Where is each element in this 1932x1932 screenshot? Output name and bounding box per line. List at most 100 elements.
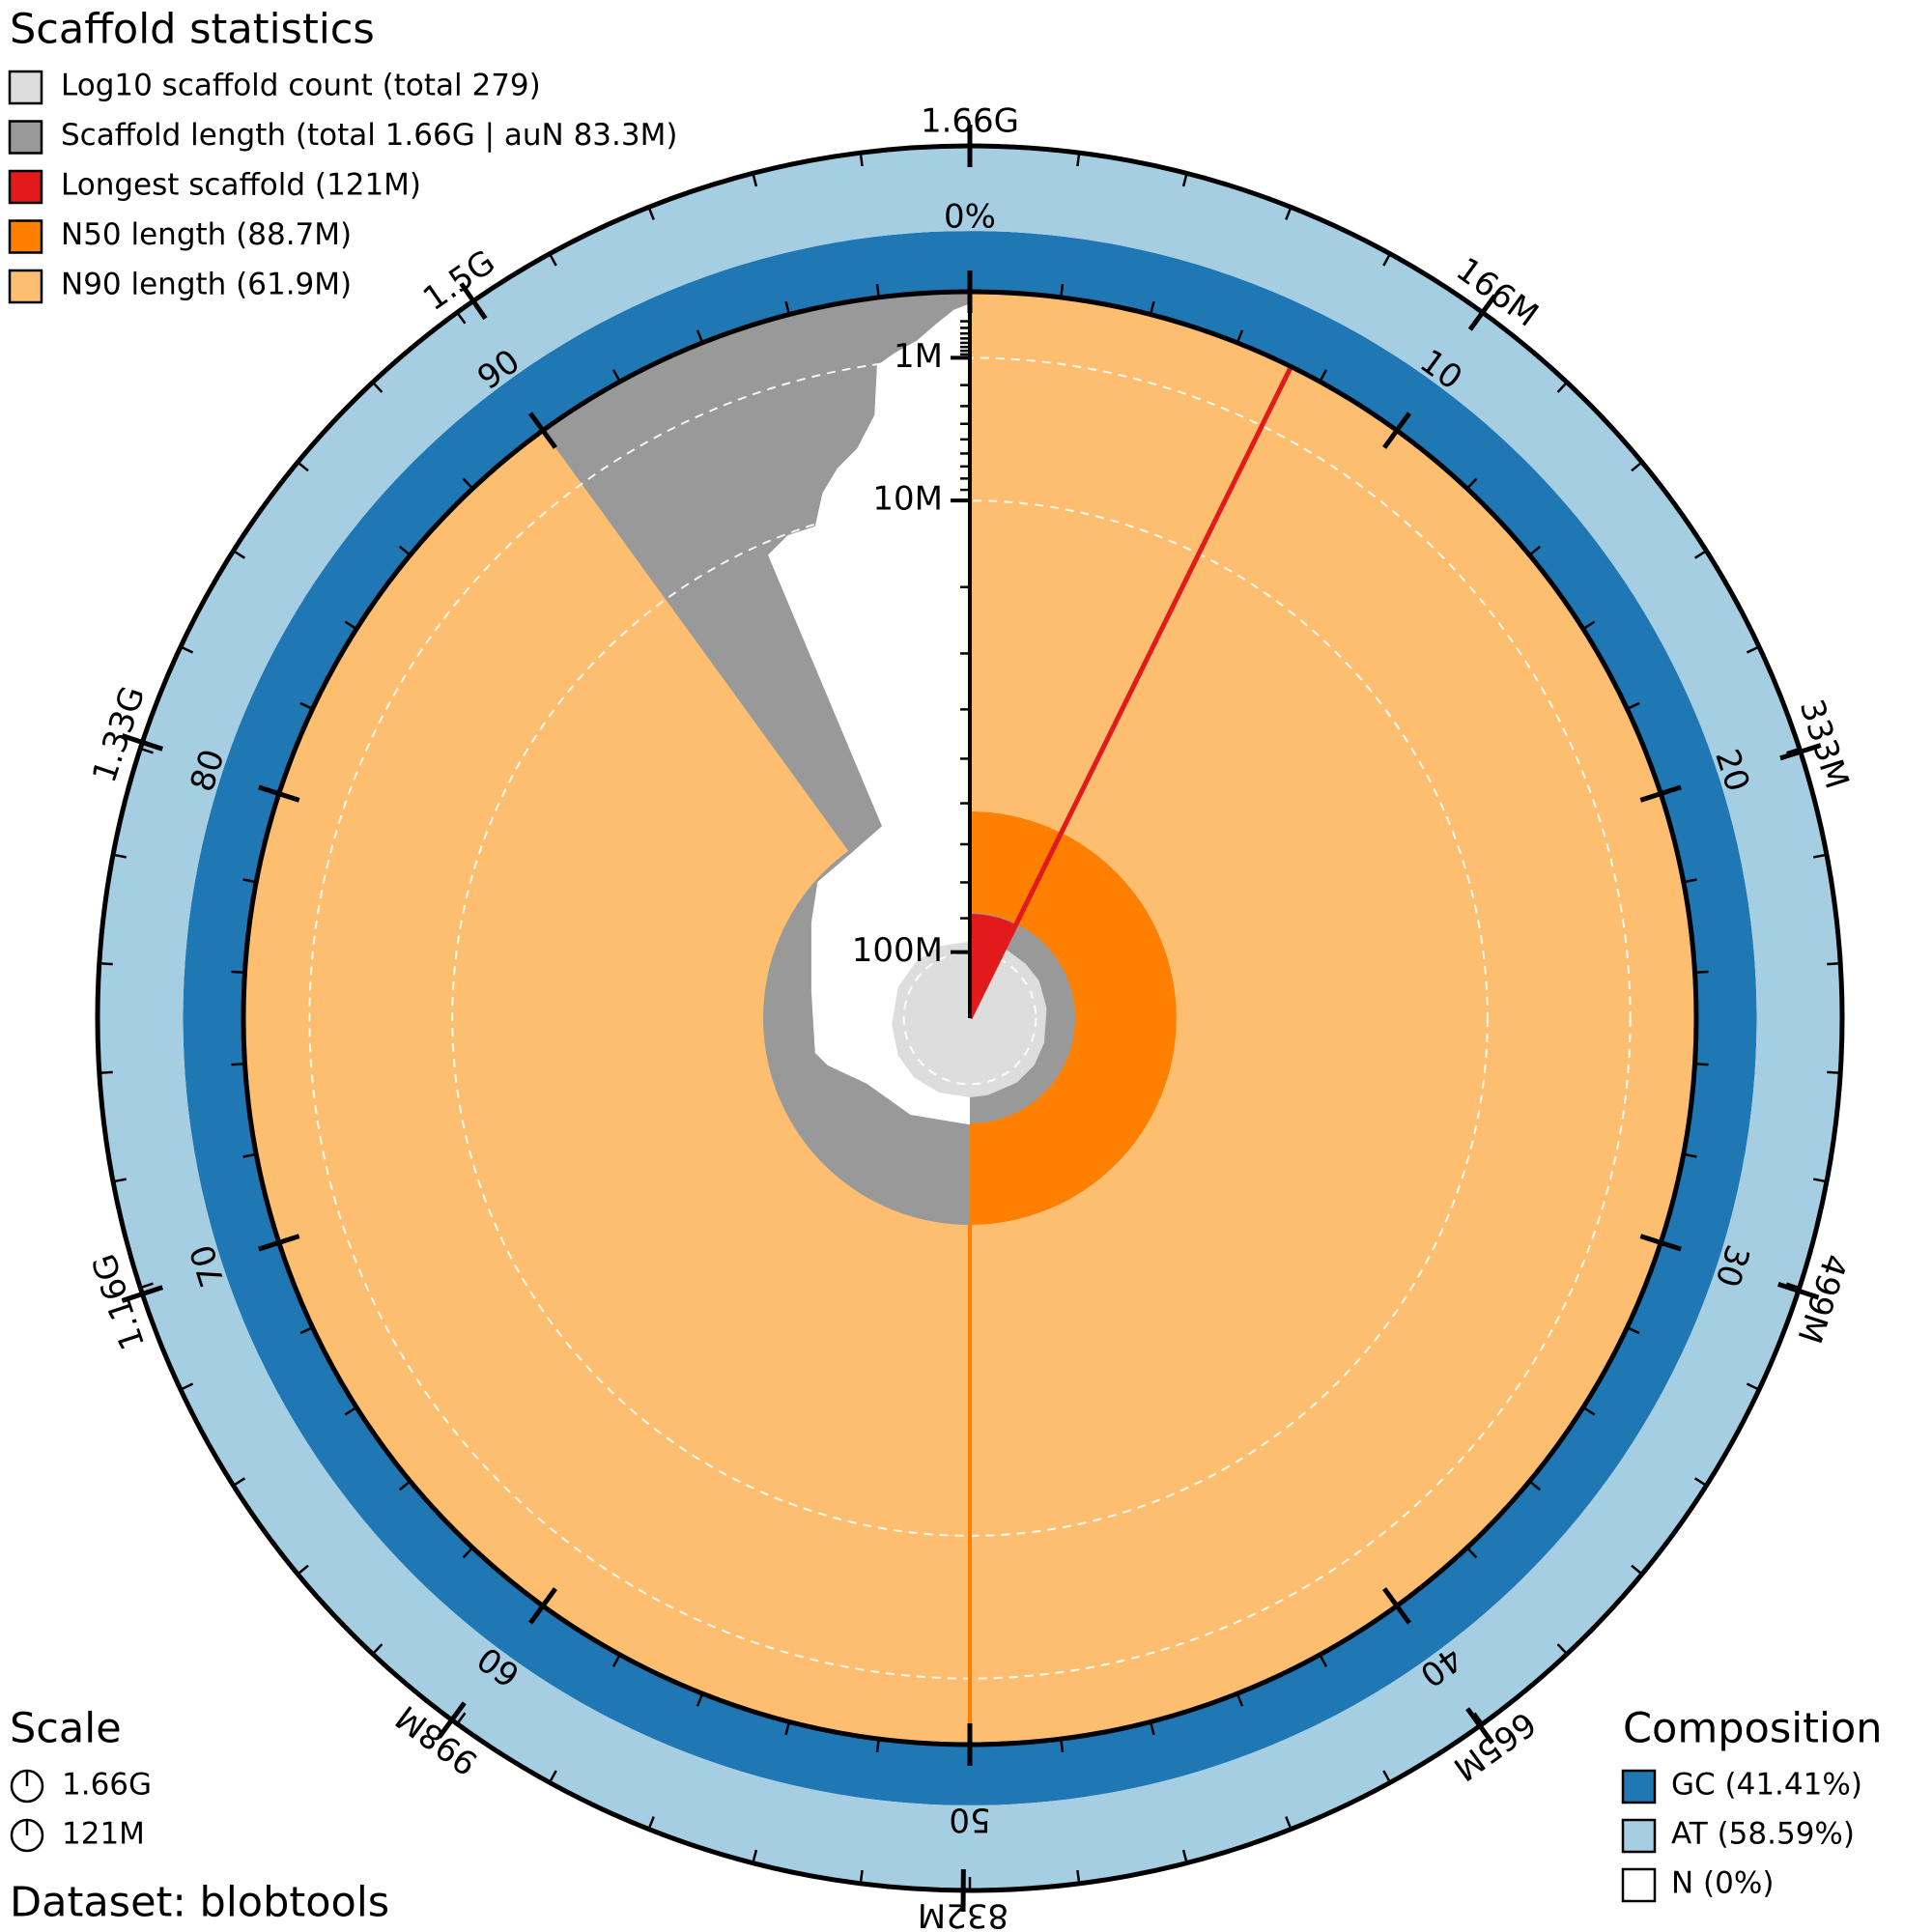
minor-tick: [299, 1326, 314, 1335]
composition-legend: GC (41.41%) AT (58.59%) N (0%): [1621, 1768, 1862, 1903]
dataset-label: Dataset: blobtools: [10, 1879, 389, 1927]
legend-label: Scaffold length (total 1.66G | auN 83.3M…: [61, 118, 677, 153]
minor-tick: [1382, 1770, 1392, 1783]
legend-label: Log10 scaffold count (total 279): [61, 69, 541, 103]
percent-tick: [528, 412, 557, 449]
minor-tick: [1319, 1654, 1328, 1667]
composition-label: GC (41.41%): [1671, 1768, 1862, 1803]
scaffold-count: [892, 941, 1047, 1098]
minor-tick: [1746, 1382, 1760, 1391]
minor-tick: [456, 311, 467, 325]
length-tick: [121, 1285, 163, 1303]
percent-tick: [1382, 412, 1411, 449]
scale-label: 121M: [62, 1817, 145, 1852]
minor-tick: [99, 962, 113, 966]
minor-tick: [462, 477, 474, 490]
minor-tick: [462, 1547, 474, 1559]
minor-tick: [371, 1643, 384, 1656]
percent-tick: [1639, 784, 1682, 803]
minor-tick: [1786, 1282, 1801, 1290]
minor-tick: [112, 1178, 127, 1183]
length-tick: [1777, 1282, 1820, 1300]
minor-tick: [297, 461, 309, 472]
composition-title: Composition: [1623, 1705, 1883, 1753]
legend-swatch: [8, 269, 43, 304]
length-tick: [1779, 743, 1822, 761]
length-tick: [437, 1701, 467, 1739]
minor-tick: [1813, 853, 1828, 859]
length-tick-label: 832M: [918, 1895, 1009, 1932]
minor-tick: [548, 253, 557, 267]
percent-tick: [258, 784, 300, 803]
minor-tick: [180, 645, 194, 654]
minor-tick: [344, 620, 357, 631]
minor-tick: [647, 206, 655, 220]
minor-tick: [139, 1282, 154, 1290]
minor-tick: [1473, 1712, 1484, 1725]
length-tick: [1465, 1707, 1494, 1745]
minor-tick: [696, 329, 704, 344]
legend-label: N50 length (88.7M): [61, 217, 352, 252]
minor-tick: [344, 1406, 357, 1416]
scale-label: 1.66G: [62, 1768, 152, 1803]
minor-tick: [752, 173, 758, 187]
minor-tick: [1626, 701, 1640, 710]
minor-tick: [1827, 962, 1841, 966]
minor-tick: [1149, 300, 1155, 315]
legend-label: N90 length (61.9M): [61, 268, 352, 302]
radial-tick-label: 100M: [852, 931, 943, 970]
legend-swatch: [8, 120, 43, 155]
minor-tick: [1694, 1062, 1709, 1066]
legend-label: Longest scaffold (121M): [61, 168, 421, 203]
minor-tick: [1382, 253, 1392, 267]
minor-tick: [1813, 1178, 1828, 1183]
scale-legend: 1.66G 121M: [10, 1768, 152, 1853]
minor-tick: [299, 701, 314, 710]
minor-tick: [398, 1480, 412, 1492]
minor-tick: [1236, 329, 1244, 344]
minor-tick: [180, 1382, 194, 1391]
minor-tick: [1528, 1480, 1542, 1492]
minor-tick: [1694, 970, 1709, 975]
minor-tick: [1631, 1564, 1643, 1576]
minor-tick: [611, 1654, 621, 1667]
n90-sector: [242, 292, 1696, 1746]
minor-tick: [112, 853, 127, 859]
minor-tick: [784, 300, 791, 315]
minor-tick: [784, 1721, 791, 1736]
minor-tick: [1181, 1849, 1188, 1863]
minor-tick: [1827, 1070, 1841, 1074]
minor-tick: [1285, 206, 1293, 220]
composition-swatch: [1621, 1769, 1657, 1804]
minor-tick: [875, 1738, 880, 1753]
minor-tick: [139, 747, 154, 754]
length-tick: [459, 282, 488, 321]
percent-tick: [258, 1234, 300, 1252]
minor-tick: [1236, 1692, 1244, 1707]
minor-tick: [231, 970, 245, 975]
minor-tick: [1285, 1816, 1293, 1831]
minor-tick: [1631, 461, 1643, 472]
minor-tick: [1582, 1406, 1596, 1416]
length-tick: [121, 733, 163, 752]
minor-tick: [1181, 173, 1188, 187]
minor-tick: [297, 1564, 309, 1576]
minor-tick: [242, 1152, 257, 1158]
minor-tick: [1076, 1869, 1081, 1885]
minor-tick: [1582, 620, 1596, 631]
longest-line: [967, 365, 1293, 1020]
minor-tick: [99, 1070, 113, 1074]
minor-tick: [1683, 878, 1697, 884]
minor-tick: [859, 1869, 864, 1885]
minor-tick: [398, 545, 412, 556]
legend-swatch: [8, 169, 43, 205]
minor-tick: [1693, 550, 1708, 559]
composition-label: AT (58.59%): [1671, 1817, 1855, 1852]
length-tick-label: 1.66G: [921, 102, 1019, 141]
data-fills: [97, 145, 1842, 1891]
minor-tick: [696, 1692, 704, 1707]
minor-tick: [1149, 1721, 1155, 1736]
minor-tick: [1465, 477, 1478, 490]
